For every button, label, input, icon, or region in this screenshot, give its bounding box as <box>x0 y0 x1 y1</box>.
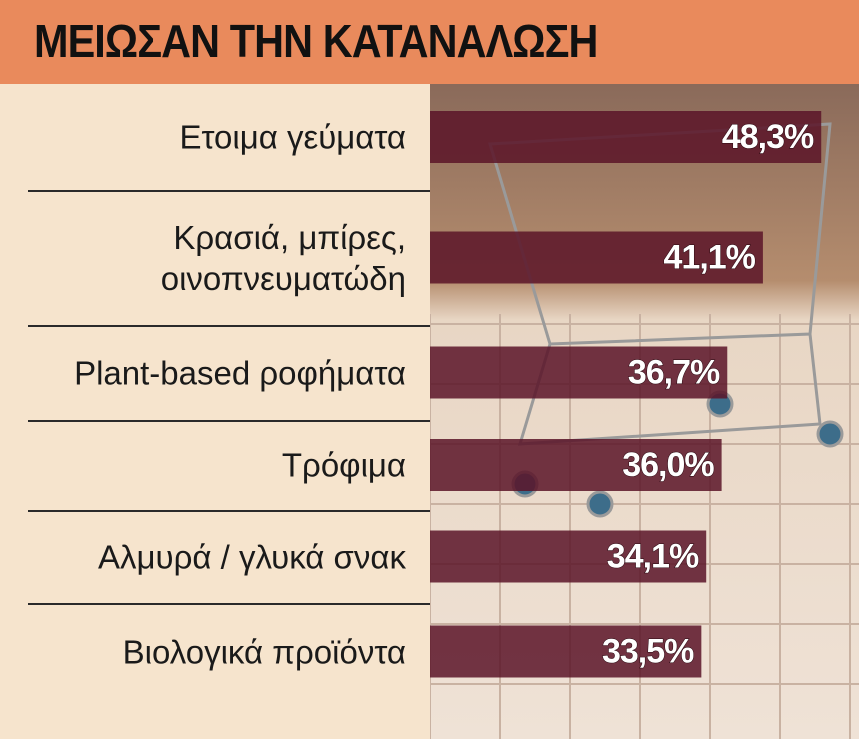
title-bar: ΜΕΙΩΣΑΝ ΤΗΝ ΚΑΤΑΝΑΛΩΣΗ <box>0 0 859 84</box>
bar <box>430 530 707 583</box>
value-label: 36,0% <box>622 446 714 484</box>
row-separator <box>28 190 430 192</box>
value-label: 41,1% <box>664 238 756 276</box>
value-label: 48,3% <box>722 118 814 156</box>
category-label: Ετοιμα γεύματα <box>179 118 406 156</box>
category-label: Αλμυρά / γλυκά σνακ <box>98 537 406 575</box>
row-separator <box>28 420 430 422</box>
category-label: Τρόφιμα <box>281 446 406 484</box>
value-label: 33,5% <box>602 632 694 670</box>
bar <box>430 625 702 678</box>
bar <box>430 439 722 491</box>
row-separator <box>28 603 430 605</box>
row-separator <box>28 325 430 327</box>
bar <box>430 111 822 163</box>
row-separator <box>28 510 430 512</box>
category-label: Κρασιά, μπίρες, οινοπνευματώδη <box>160 218 406 297</box>
value-label: 34,1% <box>607 537 699 575</box>
chart-title: ΜΕΙΩΣΑΝ ΤΗΝ ΚΑΤΑΝΑΛΩΣΗ <box>34 15 598 67</box>
category-label: Plant-based ροφήματα <box>74 353 406 391</box>
bar <box>430 346 728 399</box>
bar <box>430 231 763 284</box>
label-panel: Ετοιμα γεύματα Κρασιά, μπίρες, οινοπνευμα… <box>0 84 430 739</box>
value-label: 36,7% <box>628 353 720 391</box>
category-label: Βιολογικά προϊόντα <box>122 632 406 670</box>
bar-panel: 48,3% 41,1% 36,7% 36,0% 34,1% 33,5% <box>430 84 859 739</box>
